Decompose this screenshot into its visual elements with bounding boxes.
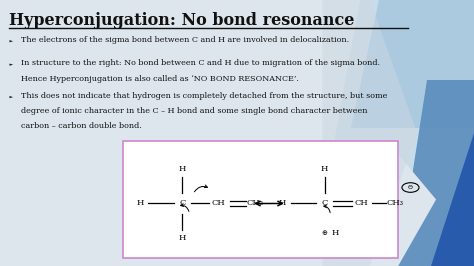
Polygon shape — [322, 0, 417, 266]
Text: In structure to the right: No bond between C and H due to migration of the sigma: In structure to the right: No bond betwe… — [21, 59, 380, 67]
FancyArrowPatch shape — [324, 205, 330, 213]
Bar — [123, 141, 398, 258]
Text: carbon – carbon double bond.: carbon – carbon double bond. — [21, 122, 142, 130]
Text: H: H — [278, 200, 286, 207]
Text: H: H — [179, 234, 186, 242]
Text: Hyperconjugation: No bond resonance: Hyperconjugation: No bond resonance — [9, 12, 355, 29]
Polygon shape — [431, 133, 474, 266]
Text: H: H — [179, 165, 186, 173]
Text: ⊕: ⊕ — [322, 230, 328, 236]
Polygon shape — [9, 64, 13, 66]
Text: C: C — [321, 200, 328, 207]
Text: Θ: Θ — [408, 185, 413, 190]
Polygon shape — [9, 96, 13, 98]
Text: H: H — [321, 165, 328, 173]
Text: Hence Hyperconjugation is also called as ‘NO BOND RESONANCE’.: Hence Hyperconjugation is also called as… — [21, 75, 299, 83]
Text: H: H — [331, 229, 339, 237]
Text: CH₂: CH₂ — [246, 200, 264, 207]
FancyArrowPatch shape — [194, 185, 208, 192]
Text: H: H — [136, 200, 144, 207]
Text: CH: CH — [354, 200, 368, 207]
Polygon shape — [9, 40, 13, 42]
Text: The electrons of the sigma bond between C and H are involved in delocalization.: The electrons of the sigma bond between … — [21, 36, 349, 44]
Polygon shape — [398, 80, 474, 266]
Text: CH: CH — [211, 200, 225, 207]
FancyArrowPatch shape — [181, 204, 189, 211]
Text: CH₃: CH₃ — [387, 200, 404, 207]
Polygon shape — [351, 0, 474, 128]
Text: degree of ionic character in the C – H bond and some single bond character betwe: degree of ionic character in the C – H b… — [21, 107, 368, 115]
Text: This does not indicate that hydrogen is completely detached from the structure, : This does not indicate that hydrogen is … — [21, 92, 388, 100]
Text: C: C — [179, 200, 186, 207]
Polygon shape — [0, 0, 436, 266]
